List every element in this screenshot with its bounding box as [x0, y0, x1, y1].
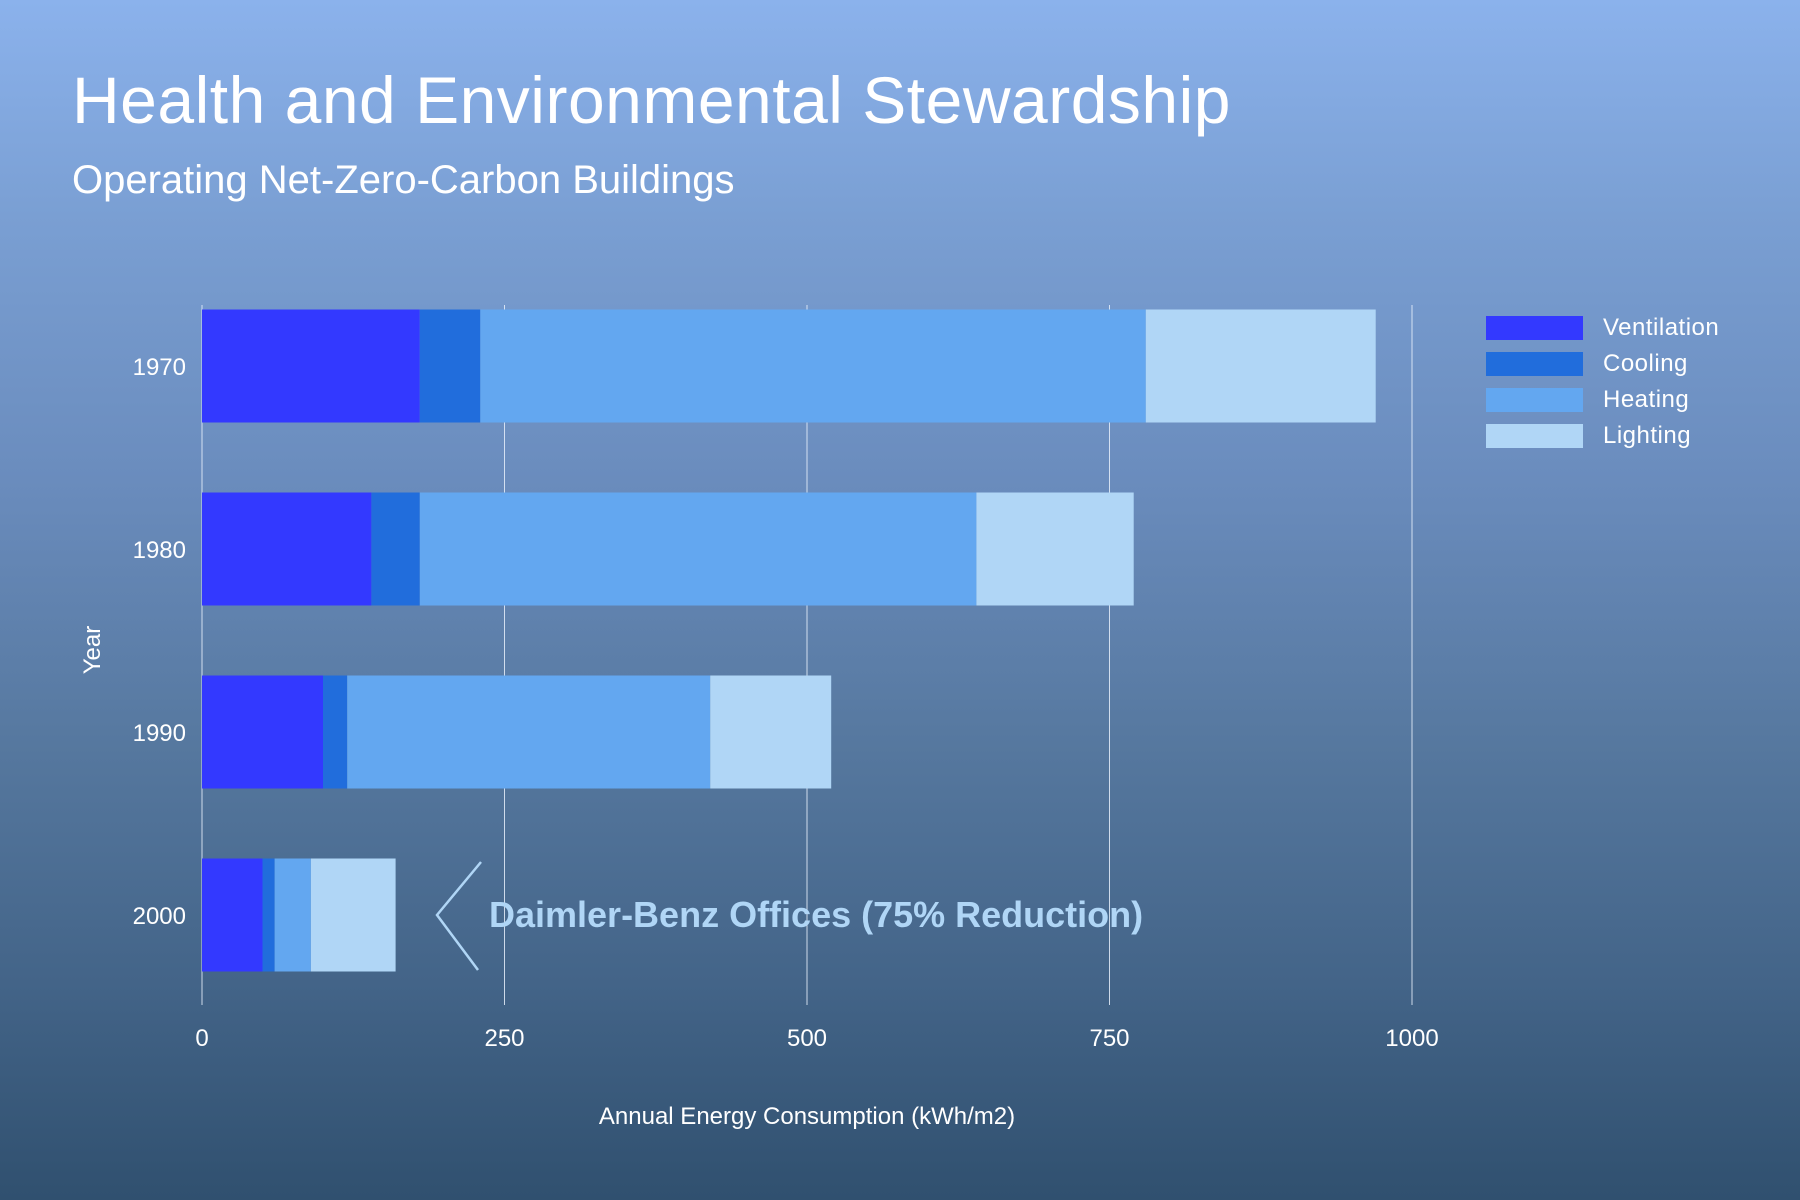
legend-item-ventilation: Ventilation: [1486, 310, 1719, 346]
chart-title: Health and Environmental Stewardship: [72, 63, 1231, 137]
bar-1990-heating: [347, 675, 711, 789]
bar-1990-cooling: [323, 675, 348, 789]
x-tick-label: 0: [195, 1025, 208, 1052]
legend-swatch: [1486, 424, 1583, 448]
y-tick-label: 1980: [133, 537, 186, 564]
bars: [202, 309, 1376, 972]
bar-2000-lighting: [310, 858, 396, 972]
bar-1980-heating: [419, 492, 977, 606]
y-tick-labels: 1970 1980 1990 2000: [133, 354, 186, 930]
bar-1990-lighting: [710, 675, 832, 789]
legend-label: Heating: [1603, 386, 1690, 413]
legend: Ventilation Cooling Heating Lighting: [1486, 310, 1719, 454]
annotation-arrow-icon: [435, 861, 482, 971]
bar-1980-cooling: [371, 492, 420, 606]
bar-2000-cooling: [262, 858, 275, 972]
legend-label: Cooling: [1603, 350, 1688, 377]
annotation: Daimler-Benz Offices (75% Reduction): [435, 861, 1143, 971]
bar-2000-ventilation: [202, 858, 263, 972]
x-tick-labels: 0 250 500 750 1000: [195, 1025, 1438, 1052]
legend-label: Ventilation: [1603, 314, 1720, 341]
annotation-label: Daimler-Benz Offices (75% Reduction): [489, 894, 1143, 935]
legend-label: Lighting: [1603, 422, 1692, 449]
y-tick-label: 1970: [133, 354, 186, 381]
y-tick-label: 1990: [133, 720, 186, 747]
y-axis-label: Year: [79, 626, 106, 675]
bar-1980-ventilation: [202, 492, 372, 606]
x-axis-label: Annual Energy Consumption (kWh/m2): [599, 1103, 1015, 1130]
x-tick-label: 750: [1089, 1025, 1129, 1052]
legend-item-cooling: Cooling: [1486, 346, 1719, 382]
legend-item-lighting: Lighting: [1486, 418, 1719, 454]
bar-1970-lighting: [1145, 309, 1376, 423]
chart-subtitle: Operating Net-Zero-Carbon Buildings: [72, 158, 735, 202]
x-tick-label: 1000: [1385, 1025, 1438, 1052]
bar-1970-cooling: [419, 309, 481, 423]
legend-swatch: [1486, 352, 1583, 376]
bar-1980-lighting: [976, 492, 1134, 606]
legend-item-heating: Heating: [1486, 382, 1719, 418]
y-tick-label: 2000: [133, 903, 186, 930]
legend-swatch: [1486, 388, 1583, 412]
x-tick-label: 250: [484, 1025, 524, 1052]
bar-1970-heating: [480, 309, 1146, 423]
x-tick-label: 500: [787, 1025, 827, 1052]
bar-1970-ventilation: [202, 309, 420, 423]
bar-1990-ventilation: [202, 675, 323, 789]
bar-2000-heating: [274, 858, 311, 972]
legend-swatch: [1486, 316, 1583, 340]
